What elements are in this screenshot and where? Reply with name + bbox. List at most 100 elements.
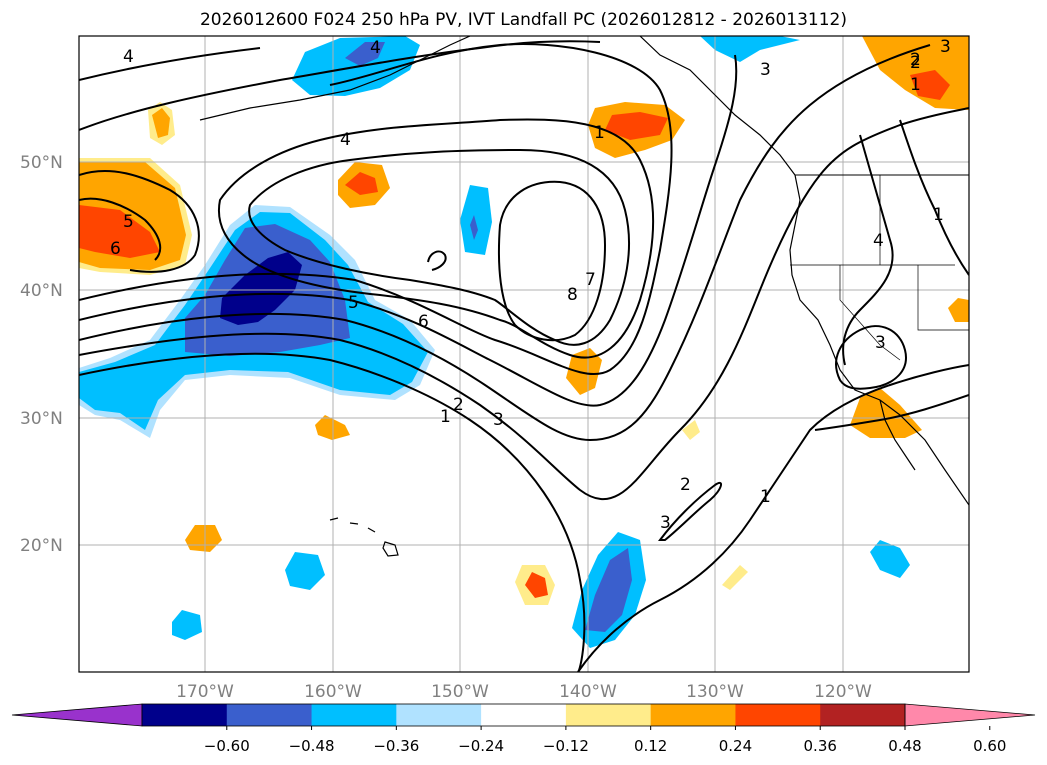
contour-label: 3	[493, 410, 504, 430]
contour-6	[217, 118, 655, 359]
colorbar-segment	[396, 704, 482, 726]
contour-3	[79, 44, 931, 442]
colorbar-tick-label: −0.48	[289, 737, 335, 755]
contour-label: 7	[585, 270, 596, 290]
pos-anomaly-south-2	[525, 572, 548, 598]
colorbar-segment	[820, 704, 906, 726]
lon-label-140w: 140°W	[559, 682, 617, 702]
contour-8	[497, 180, 607, 342]
neg-anomaly-east	[870, 540, 910, 578]
contour-9	[79, 40, 601, 131]
lon-label-150w: 150°W	[431, 682, 489, 702]
lat-label-40n: 40°N	[20, 281, 63, 301]
pos-anomaly-ca	[850, 388, 922, 438]
lon-label-170w: 170°W	[176, 682, 234, 702]
contour-15	[814, 394, 969, 431]
colorbar-extend-low	[11, 703, 143, 727]
neg-anomaly-alaska-inner	[345, 42, 385, 66]
colorbar-segment	[142, 704, 228, 726]
colorbar-tick-label: 0.36	[804, 737, 837, 755]
colorbar-tick-label: 0.60	[973, 737, 1006, 755]
colorbar-tick-label: 0.12	[634, 737, 667, 755]
contour-label: 4	[340, 130, 351, 150]
neg-anomaly-hawaii-s	[285, 552, 325, 590]
colorbar-tick-label: −0.24	[458, 737, 504, 755]
colorbar-tick-label: −0.12	[543, 737, 589, 755]
latitude-labels: 50°N 40°N 30°N 20°N	[20, 153, 63, 556]
contour-7	[248, 148, 631, 346]
contour-label: 1	[760, 487, 771, 507]
colorbar-segment	[311, 704, 397, 726]
colorbar-segment	[226, 704, 313, 726]
plot-frame	[78, 35, 970, 673]
coastline-layer	[199, 36, 969, 557]
lon-label-130w: 130°W	[686, 682, 744, 702]
colorbar-frame	[141, 703, 906, 727]
alaska-coast	[199, 36, 471, 121]
pos-anomaly-gulf-2	[605, 112, 668, 140]
colorbar-tick-label: −0.36	[373, 737, 419, 755]
colorbar-segment	[735, 704, 821, 726]
lat-label-30n: 30°N	[20, 409, 63, 429]
pos-anomaly-mid-s	[566, 348, 602, 395]
contour-label: 3	[660, 513, 671, 533]
pos-anomaly-ne-2	[910, 70, 950, 100]
longitude-labels: 170°W 160°W 150°W 140°W 130°W 120°W	[176, 682, 872, 702]
contour-1	[79, 352, 586, 672]
contour-label: 1	[594, 123, 605, 143]
contour-10	[79, 47, 261, 81]
ivt-contour-layer	[79, 40, 969, 672]
pos-anomaly-small-3	[682, 420, 700, 440]
lon-label-120w: 120°W	[814, 682, 872, 702]
contour-14	[577, 364, 969, 672]
contour-label: 2	[453, 395, 464, 415]
contour-label: 6	[110, 239, 121, 259]
contour-label: 6	[418, 312, 429, 332]
contour-label: 5	[348, 293, 359, 313]
neg-anomaly-region-4	[220, 252, 302, 325]
colorbar-tick-label: −0.60	[204, 737, 250, 755]
pos-anomaly-small-2	[722, 565, 748, 590]
colorbar-tick-label: 0.24	[719, 737, 752, 755]
neg-anomaly-south-inner	[585, 548, 632, 632]
contour-label-layer: 4 4 4 5 6 5 6 7 8 1 2 3 2 3 1 3 2 1 1 4 …	[110, 37, 951, 533]
contour-label: 4	[123, 47, 134, 67]
pos-anomaly-west-3	[79, 205, 160, 258]
contour-label: 1	[440, 407, 451, 427]
contour-17	[899, 119, 969, 276]
contour-label: 1	[910, 75, 921, 95]
pos-anomaly-mid-2	[345, 172, 378, 195]
neg-anomaly-hawaii-s2	[172, 610, 202, 640]
contour-label: 2	[910, 53, 921, 73]
pos-anomaly-far-east	[948, 298, 969, 322]
contour-11	[79, 169, 200, 273]
neg-anomaly-mid	[460, 185, 492, 255]
lat-label-20n: 20°N	[20, 536, 63, 556]
contour-label: 3	[940, 37, 951, 57]
colorbar-segment	[565, 704, 652, 726]
contour-12	[79, 197, 162, 261]
lon-label-160w: 160°W	[304, 682, 362, 702]
contour-4	[79, 54, 738, 407]
graticule	[79, 36, 969, 672]
colorbar: −0.60 −0.48 −0.36 −0.24 −0.12 0.12 0.24 0.36 0.4…	[11, 703, 1036, 755]
north-america-coast	[639, 36, 969, 506]
contour-label: 5	[123, 212, 134, 232]
state-borders	[790, 175, 969, 361]
neg-anomaly-top	[700, 36, 800, 62]
colorbar-tick-label: 0.48	[888, 737, 921, 755]
contour-label: 8	[567, 285, 578, 305]
contour-label: 4	[873, 231, 884, 251]
contour-label: 2	[680, 475, 691, 495]
contour-label: 3	[760, 60, 771, 80]
pos-anomaly-147b	[152, 108, 170, 138]
contour-13	[657, 481, 722, 541]
hawaii-islands	[329, 517, 399, 557]
contour-19	[427, 250, 447, 271]
baja-coast	[879, 399, 916, 471]
colorbar-segment	[650, 704, 736, 726]
neg-anomaly-mid-inner	[470, 215, 478, 240]
lat-label-50n: 50°N	[20, 153, 63, 173]
contour-label: 1	[933, 205, 944, 225]
